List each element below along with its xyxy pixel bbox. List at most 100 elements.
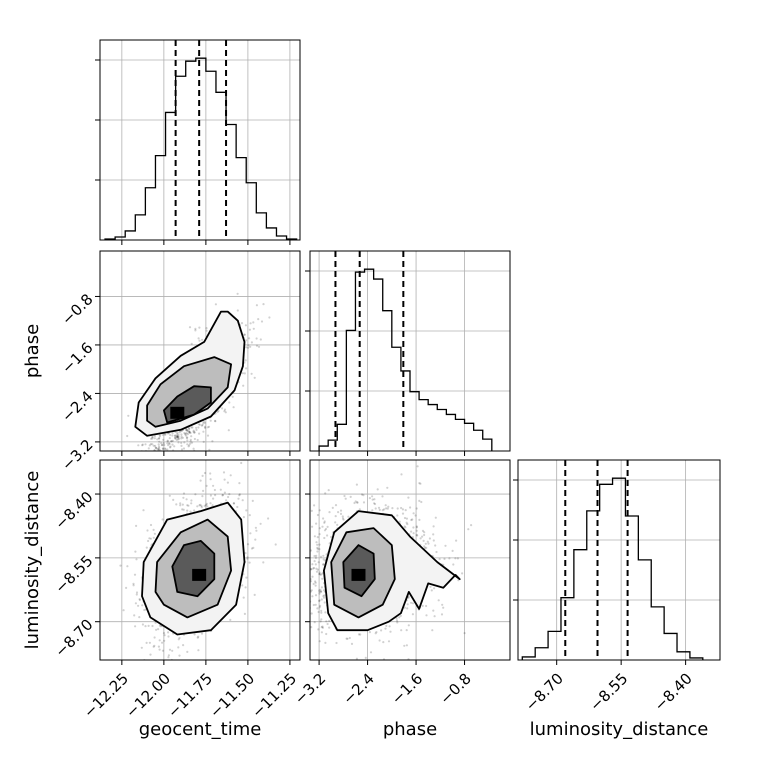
- scatter-point: [148, 625, 150, 627]
- scatter-point: [255, 527, 257, 529]
- scatter-point: [242, 385, 244, 387]
- scatter-point: [328, 627, 330, 629]
- scatter-point: [350, 496, 352, 498]
- scatter-point: [242, 499, 244, 501]
- scatter-point: [412, 526, 414, 528]
- scatter-point: [134, 574, 136, 576]
- scatter-point: [126, 565, 128, 567]
- scatter-point: [257, 318, 259, 320]
- scatter-point: [161, 642, 163, 644]
- scatter-point: [320, 612, 322, 614]
- scatter-point: [242, 372, 244, 374]
- scatter-point: [195, 429, 197, 431]
- scatter-point: [300, 494, 302, 496]
- scatter-point: [410, 531, 412, 533]
- scatter-point: [185, 455, 187, 457]
- scatter-point: [141, 647, 143, 649]
- scatter-point: [142, 623, 144, 625]
- scatter-point: [435, 517, 437, 519]
- scatter-point: [144, 660, 146, 662]
- scatter-point: [336, 524, 338, 526]
- scatter-point: [201, 495, 203, 497]
- scatter-point: [190, 499, 192, 501]
- scatter-point: [397, 507, 399, 509]
- scatter-point: [316, 571, 318, 573]
- scatter-point: [243, 597, 245, 599]
- scatter-point: [454, 557, 456, 559]
- scatter-point: [136, 591, 138, 593]
- scatter-point: [172, 499, 174, 501]
- scatter-point: [174, 452, 176, 454]
- scatter-point: [416, 507, 418, 509]
- scatter-point: [328, 620, 330, 622]
- scatter-point: [161, 453, 163, 455]
- scatter-point: [353, 502, 355, 504]
- scatter-point: [324, 601, 326, 603]
- scatter-point: [189, 511, 191, 513]
- scatter-point: [452, 563, 454, 565]
- scatter-point: [165, 456, 167, 458]
- scatter-point: [335, 515, 337, 517]
- scatter-point: [163, 632, 165, 634]
- scatter-point: [165, 452, 167, 454]
- scatter-point: [167, 656, 169, 658]
- scatter-point: [189, 432, 191, 434]
- scatter-point: [201, 339, 203, 341]
- scatter-point: [189, 326, 191, 328]
- scatter-point: [182, 504, 184, 506]
- scatter-point: [311, 563, 313, 565]
- scatter-point: [308, 575, 310, 577]
- scatter-point: [416, 530, 418, 532]
- scatter-point: [178, 453, 180, 455]
- scatter-point: [467, 528, 469, 530]
- scatter-point: [431, 589, 433, 591]
- scatter-point: [410, 602, 412, 604]
- scatter-point: [371, 495, 373, 497]
- scatter-point: [402, 508, 404, 510]
- scatter-point: [423, 531, 425, 533]
- scatter-point: [186, 436, 188, 438]
- scatter-point: [126, 435, 128, 437]
- scatter-point: [249, 329, 251, 331]
- scatter-point: [149, 654, 151, 656]
- scatter-point: [328, 489, 330, 491]
- scatter-point: [320, 610, 322, 612]
- scatter-point: [315, 555, 317, 557]
- scatter-point: [258, 346, 260, 348]
- scatter-point: [150, 524, 152, 526]
- scatter-point: [183, 432, 185, 434]
- scatter-point: [201, 506, 203, 508]
- scatter-point: [170, 452, 172, 454]
- scatter-point: [214, 494, 216, 496]
- scatter-point: [408, 624, 410, 626]
- scatter-point: [340, 510, 342, 512]
- scatter-point: [256, 337, 258, 339]
- scatter-point: [201, 633, 203, 635]
- scatter-point: [267, 517, 269, 519]
- scatter-point: [318, 561, 320, 563]
- scatter-point: [301, 596, 303, 598]
- scatter-point: [365, 657, 367, 659]
- scatter-point: [144, 443, 146, 445]
- scatter-point: [417, 465, 419, 467]
- scatter-point: [228, 429, 230, 431]
- scatter-point: [396, 619, 398, 621]
- scatter-point: [327, 526, 329, 528]
- scatter-point: [386, 487, 388, 489]
- scatter-point: [198, 337, 200, 339]
- scatter-point: [416, 534, 418, 536]
- scatter-point: [162, 439, 164, 441]
- scatter-point: [144, 625, 146, 627]
- scatter-point: [335, 642, 337, 644]
- scatter-point: [210, 478, 212, 480]
- scatter-point: [245, 346, 247, 348]
- scatter-point: [321, 526, 323, 528]
- scatter-point: [187, 433, 189, 435]
- scatter-point: [316, 607, 318, 609]
- scatter-point: [427, 541, 429, 543]
- scatter-point: [320, 618, 322, 620]
- scatter-point: [250, 322, 252, 324]
- scatter-point: [253, 328, 255, 330]
- scatter-point: [323, 594, 325, 596]
- scatter-point: [127, 415, 129, 417]
